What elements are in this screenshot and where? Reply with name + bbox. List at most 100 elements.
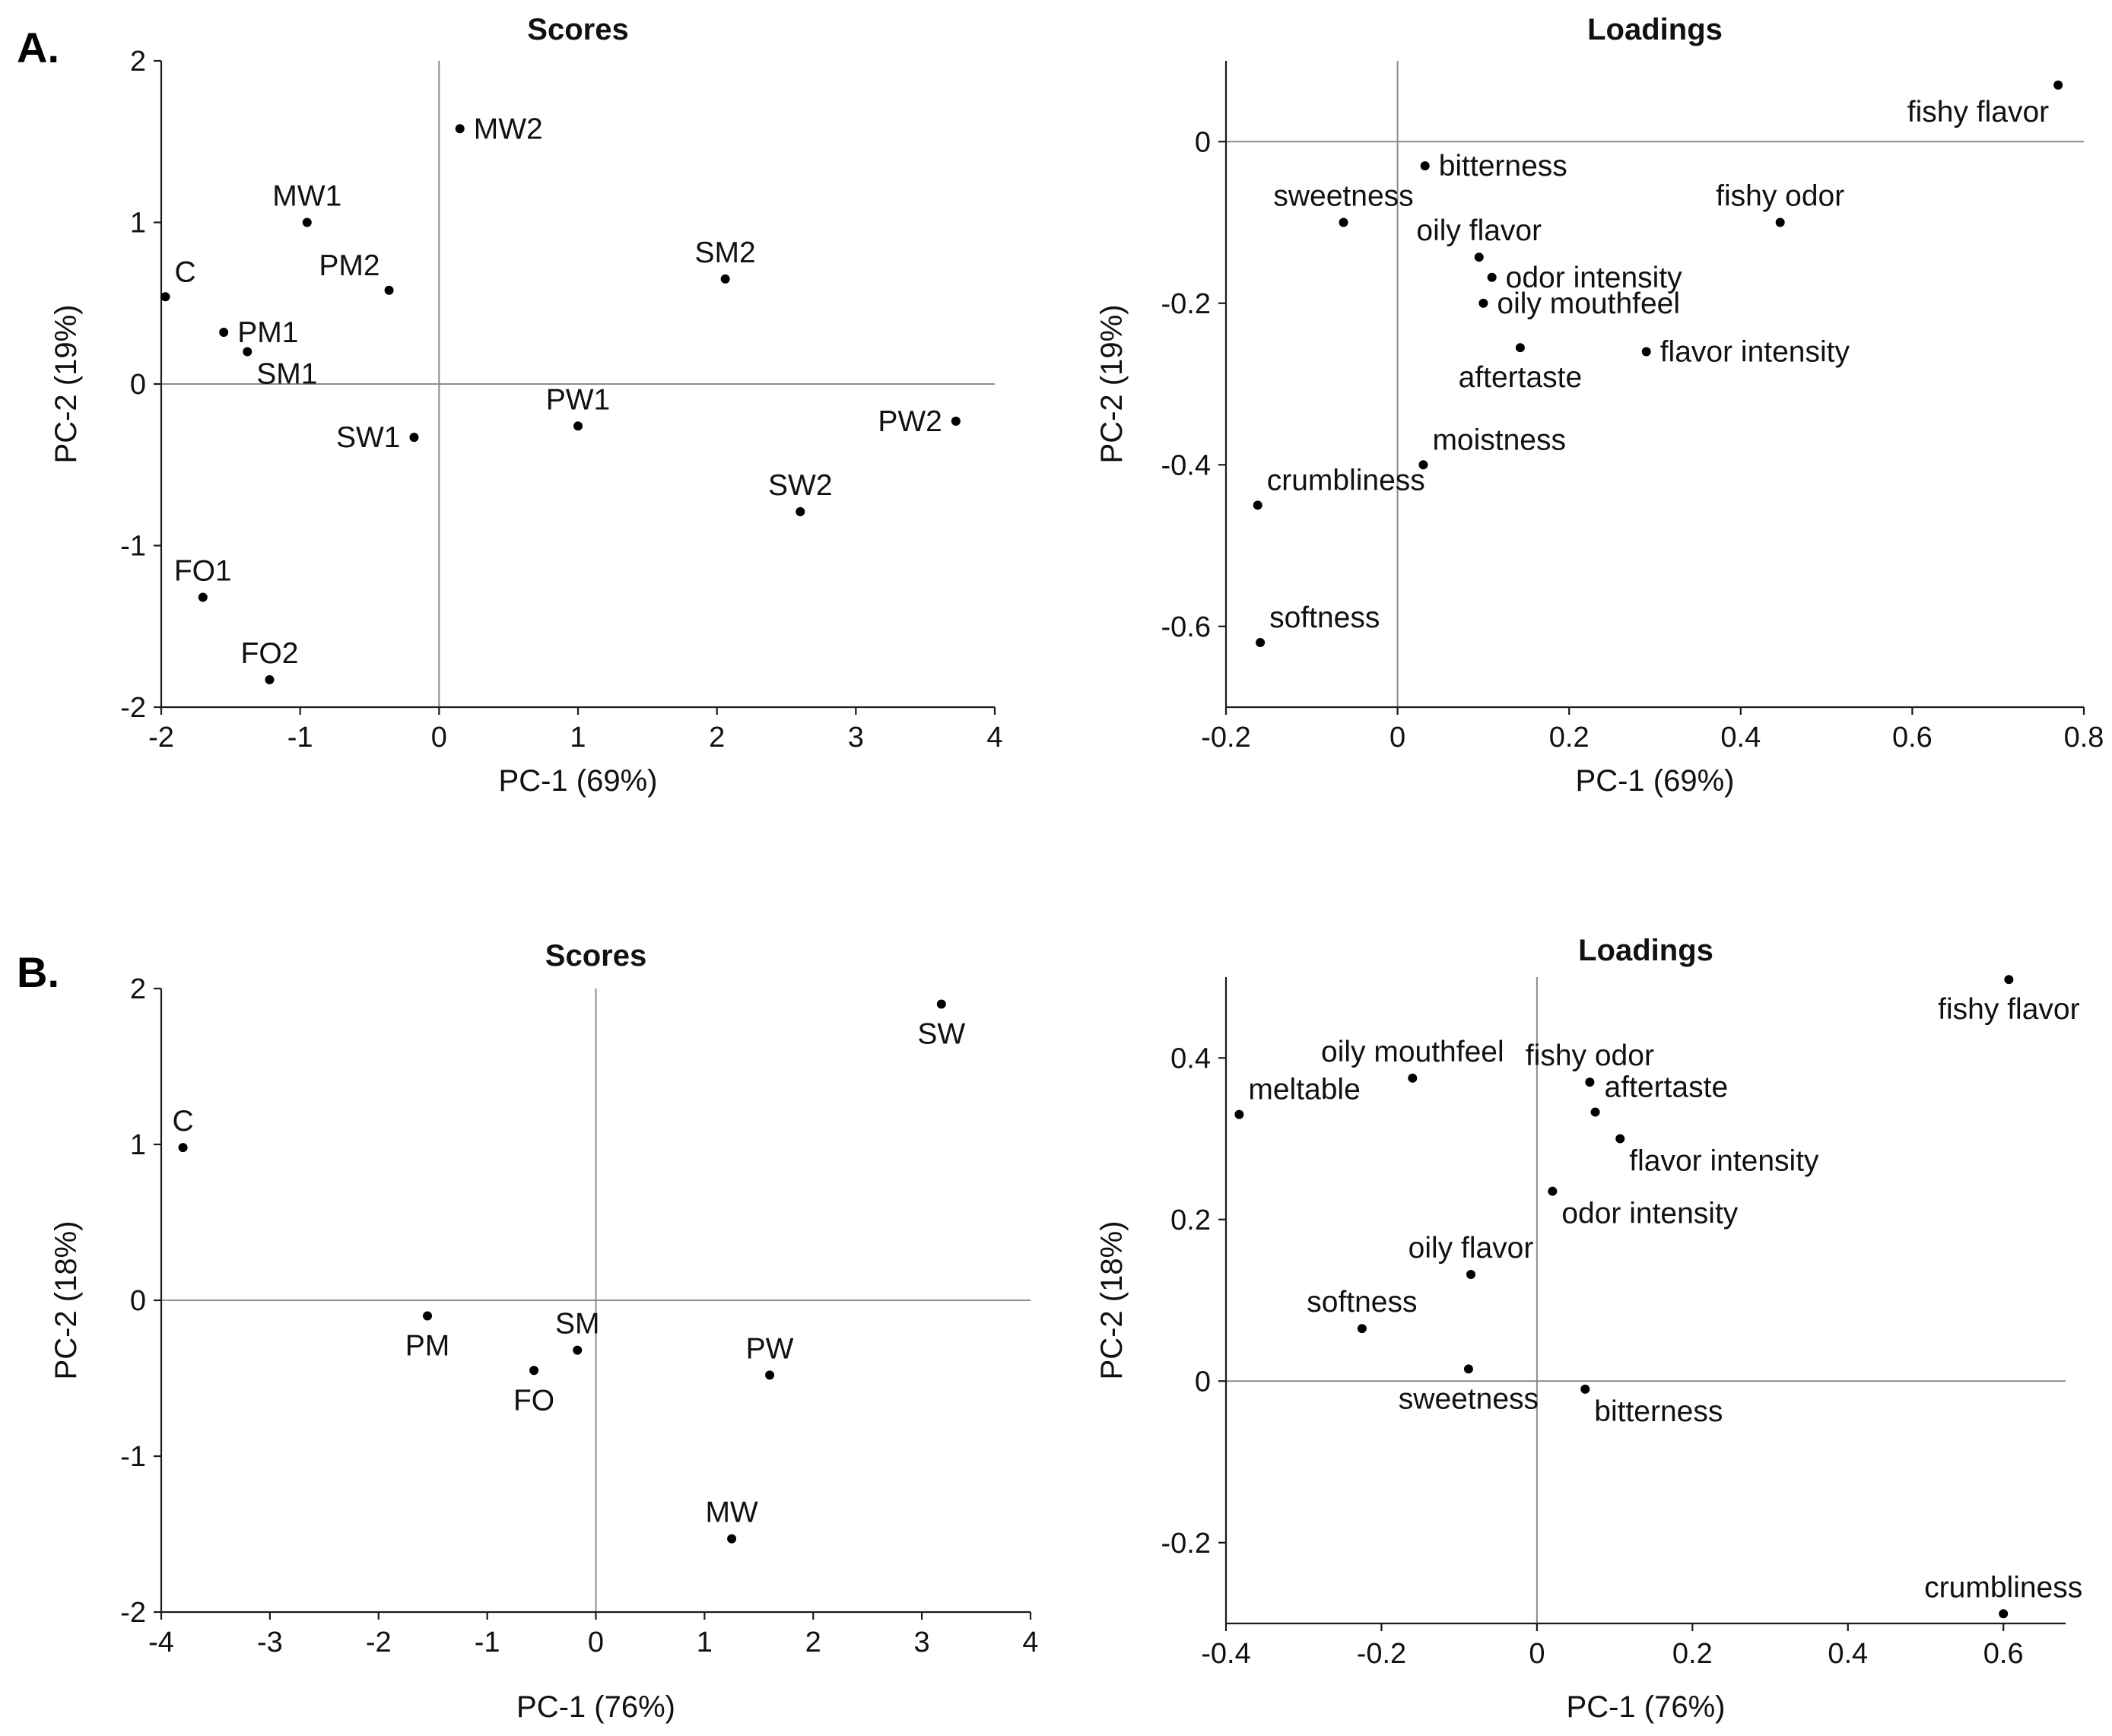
- data-point: [455, 124, 465, 134]
- data-point: [1339, 217, 1348, 227]
- point-label: flavor intensity: [1629, 1145, 1819, 1178]
- data-point: [1585, 1077, 1595, 1087]
- y-tick-label: -1: [120, 531, 146, 563]
- point-label: aftertaste: [1459, 361, 1583, 394]
- x-tick-label: 3: [848, 722, 864, 754]
- x-tick-label: -4: [148, 1627, 174, 1658]
- y-axis-label: PC-2 (18%): [1095, 1221, 1129, 1380]
- point-label: SM1: [256, 358, 317, 391]
- data-point: [1256, 638, 1266, 647]
- point-label: sweetness: [1273, 180, 1413, 213]
- point-label: crumbliness: [1267, 464, 1425, 497]
- y-tick-label: -2: [120, 1597, 146, 1629]
- panel-label-a: A.: [17, 24, 59, 71]
- data-point: [1463, 1364, 1473, 1374]
- point-label: fishy odor: [1716, 180, 1844, 213]
- chart-title: Loadings: [1578, 934, 1713, 967]
- scores-plot-b: Scores -4 -3 -2 -1 0 1 2 3 4 -2 -1 0 1 2 PC-1 (76%) PC-2…: [49, 939, 1039, 1724]
- scores-plot-a: Scores -2 -1 0 1 2 3 4 -2 -1 0 1 2 PC-1 (69%) PC-2 (19…: [49, 13, 1003, 798]
- x-tick-label: 0.2: [1672, 1638, 1713, 1670]
- point-label: oily flavor: [1416, 214, 1542, 247]
- point-label: MW: [705, 1496, 757, 1529]
- point-label: SW1: [336, 421, 401, 454]
- y-tick-label: 2: [130, 46, 146, 78]
- point-label: SM: [555, 1308, 600, 1341]
- x-tick-label: -3: [257, 1627, 283, 1658]
- x-tick-label: 1: [570, 722, 586, 754]
- x-axis-label: PC-1 (76%): [1567, 1690, 1726, 1724]
- data-point: [1515, 343, 1525, 353]
- x-tick-label: 0: [1529, 1638, 1545, 1670]
- point-label: odor intensity: [1506, 262, 1682, 294]
- x-tick-label: 0: [588, 1627, 604, 1658]
- data-point: [1548, 1186, 1558, 1196]
- point-label: PM: [405, 1330, 450, 1363]
- point-label: FO: [513, 1384, 554, 1417]
- loadings-plot-b: Loadings -0.4 -0.2 0 0.2 0.4 0.6 -0.2 0 0.2 0.4 PC-…: [1095, 934, 2082, 1724]
- data-point: [529, 1366, 539, 1376]
- y-tick-label: 1: [130, 1129, 146, 1161]
- x-tick-label: -1: [475, 1627, 500, 1658]
- data-point: [178, 1143, 188, 1153]
- y-axis-label: PC-2 (19%): [1095, 305, 1129, 464]
- x-tick-label: 0.6: [1983, 1638, 2024, 1670]
- x-axis-label: PC-1 (69%): [499, 764, 658, 798]
- panel-label-b: B.: [17, 948, 59, 996]
- point-label: softness: [1307, 1286, 1417, 1319]
- point-label: fishy flavor: [1938, 993, 2079, 1026]
- point-label: PW1: [546, 383, 611, 416]
- y-tick-label: -0.6: [1161, 611, 1211, 643]
- x-axis-label: PC-1 (76%): [516, 1690, 675, 1724]
- x-axis-label: PC-1 (69%): [1576, 764, 1735, 798]
- point-label: MW2: [474, 113, 543, 145]
- y-tick-label: 0.4: [1170, 1043, 1211, 1074]
- point-label: SW: [917, 1018, 965, 1051]
- point-label: SM2: [695, 236, 756, 269]
- data-point: [1474, 252, 1484, 262]
- x-tick-label: 0.8: [2064, 722, 2104, 754]
- data-point: [2053, 80, 2063, 90]
- point-label: PM2: [319, 249, 380, 282]
- data-point: [573, 421, 583, 431]
- x-tick-label: 0: [1389, 722, 1405, 754]
- point-label: MW1: [272, 180, 341, 213]
- data-point: [1418, 460, 1428, 470]
- point-label: PW2: [878, 405, 942, 438]
- y-tick-label: 0.2: [1170, 1204, 1211, 1236]
- point-label: FO1: [174, 555, 232, 588]
- chart-title: Scores: [527, 13, 628, 46]
- data-point: [951, 416, 961, 426]
- data-point: [1590, 1107, 1600, 1117]
- data-point: [423, 1311, 433, 1321]
- point-label: C: [172, 1105, 193, 1138]
- y-tick-label: 0: [130, 369, 146, 401]
- point-label: softness: [1269, 601, 1380, 634]
- point-label: odor intensity: [1561, 1198, 1738, 1230]
- data-point: [160, 292, 170, 302]
- point-label: meltable: [1248, 1074, 1360, 1106]
- x-tick-label: -2: [148, 722, 174, 754]
- data-point: [409, 433, 419, 443]
- y-tick-label: -1: [120, 1441, 146, 1473]
- data-point: [243, 347, 252, 357]
- point-label: fishy odor: [1526, 1039, 1654, 1072]
- data-point: [1487, 272, 1497, 282]
- data-point: [384, 285, 394, 295]
- data-point: [302, 217, 312, 227]
- data-point: [1357, 1324, 1367, 1334]
- data-point: [1615, 1134, 1625, 1144]
- data-point: [219, 328, 229, 337]
- data-point: [1253, 500, 1262, 510]
- x-tick-label: -2: [366, 1627, 392, 1658]
- point-label: crumbliness: [1924, 1571, 2082, 1604]
- point-label: SW2: [768, 469, 833, 502]
- point-label: bitterness: [1439, 150, 1567, 182]
- x-tick-label: 1: [697, 1627, 713, 1658]
- x-tick-label: -0.4: [1201, 1638, 1250, 1670]
- chart-title: Scores: [545, 939, 646, 973]
- data-point: [1234, 1109, 1244, 1119]
- data-point: [198, 592, 208, 602]
- data-point: [727, 1534, 737, 1544]
- data-point: [265, 674, 275, 684]
- x-tick-label: 4: [1022, 1627, 1038, 1658]
